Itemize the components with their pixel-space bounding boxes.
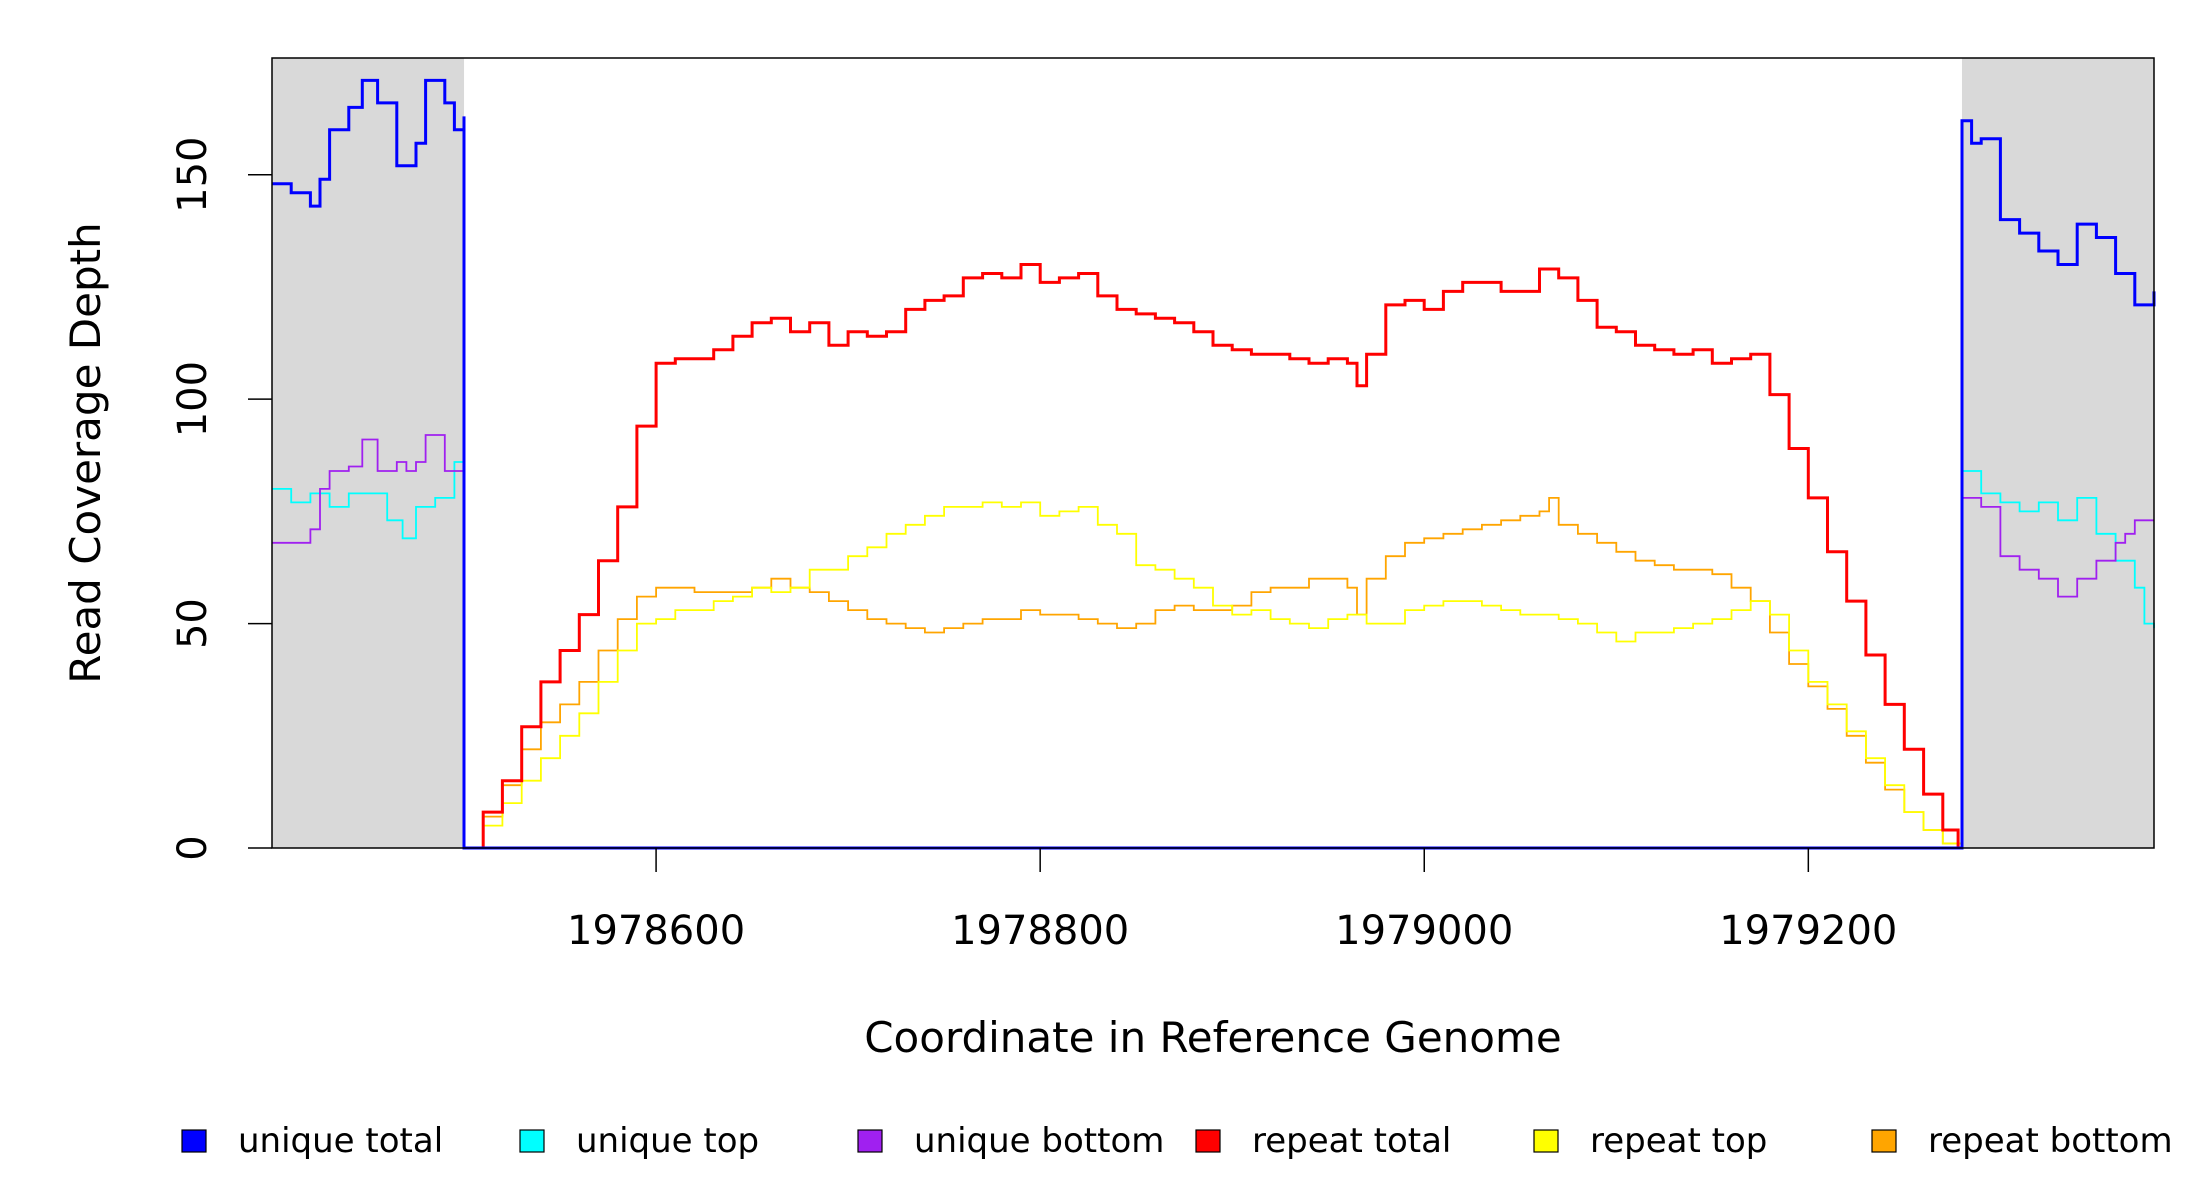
series-line-repeat-bottom bbox=[464, 497, 1963, 849]
series-line-repeat-top bbox=[464, 501, 1963, 849]
x-tick-label: 1979200 bbox=[1719, 908, 1897, 954]
y-tick-label: 0 bbox=[170, 835, 216, 860]
y-tick-label: 150 bbox=[170, 137, 216, 213]
y-axis-title: Read Coverage Depth bbox=[61, 222, 110, 683]
x-tick-label: 1979000 bbox=[1335, 908, 1513, 954]
y-tick-label: 50 bbox=[170, 598, 216, 649]
legend-swatch-repeat-top bbox=[1533, 1129, 1559, 1153]
legend-swatch-unique-total bbox=[181, 1129, 207, 1153]
legend-swatch-unique-bottom bbox=[857, 1129, 883, 1153]
legend-label-repeat-bottom: repeat bottom bbox=[1928, 1121, 2173, 1161]
legend-label-unique-total: unique total bbox=[238, 1121, 443, 1161]
shaded-region-1 bbox=[272, 58, 465, 848]
legend-label-unique-top: unique top bbox=[576, 1121, 759, 1161]
series-lines bbox=[272, 78, 2156, 850]
legend-label-repeat-top: repeat top bbox=[1590, 1121, 1767, 1161]
legend-swatch-repeat-bottom bbox=[1871, 1129, 1897, 1153]
legend-label-repeat-total: repeat total bbox=[1252, 1121, 1451, 1161]
axes: 0 50 100 150 1978600 1978800 1979000 1979200 bbox=[170, 137, 1897, 954]
legend-label-unique-bottom: unique bottom bbox=[914, 1121, 1164, 1161]
legend-swatch-repeat-total bbox=[1195, 1129, 1221, 1153]
x-axis-title: Coordinate in Reference Genome bbox=[864, 1013, 1562, 1062]
series-line-unique-bottom bbox=[272, 434, 2154, 849]
x-tick-label: 1978600 bbox=[567, 908, 745, 954]
plot-area-border bbox=[271, 57, 2155, 849]
y-tick-label: 100 bbox=[170, 361, 216, 437]
x-tick-label: 1978800 bbox=[951, 908, 1129, 954]
series-line-repeat-total bbox=[464, 263, 1962, 850]
shaded-region-2 bbox=[1961, 58, 2154, 848]
legend-swatch-unique-top bbox=[519, 1129, 545, 1153]
legend: unique total unique top unique bottom repea… bbox=[181, 1121, 2173, 1161]
series-line-unique-total bbox=[272, 78, 2156, 850]
shaded-regions bbox=[272, 58, 2154, 848]
